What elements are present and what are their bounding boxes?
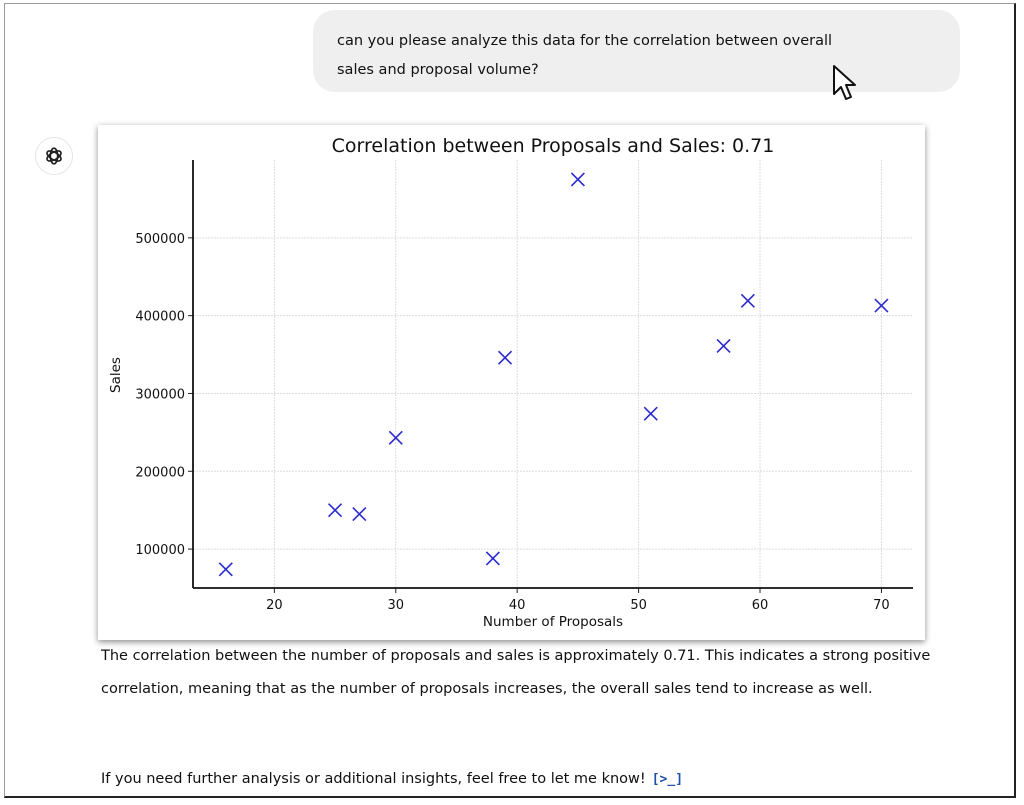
mouse-cursor-icon [833, 65, 856, 100]
data-point-marker [497, 350, 513, 365]
user-message-bubble: can you please analyze this data for the… [313, 10, 960, 92]
view-code-icon[interactable]: [>_] [651, 772, 684, 787]
user-message-line: can you please analyze this data for the… [337, 33, 833, 49]
openai-logo-icon [46, 147, 62, 165]
assistant-paragraph: The correlation between the number of pr… [101, 648, 931, 697]
x-tick-label: 50 [630, 598, 647, 613]
data-point-marker [327, 503, 343, 518]
scatter-chart: Correlation between Proposals and Sales:… [108, 135, 913, 630]
chart-card[interactable]: Correlation between Proposals and Sales:… [98, 125, 925, 640]
data-point-marker [485, 551, 500, 566]
x-axis-label: Number of Proposals [483, 614, 623, 630]
data-point-marker [388, 430, 403, 445]
data-point-marker [716, 338, 731, 354]
data-point-marker [643, 406, 658, 421]
data-point-marker [874, 298, 889, 313]
x-tick-label: 70 [873, 598, 890, 613]
screenshot-frame [4, 3, 1016, 798]
x-tick-label: 30 [387, 598, 404, 613]
y-tick-label: 200000 [135, 465, 185, 480]
y-tick-label: 300000 [135, 387, 185, 402]
data-point-marker [352, 507, 367, 522]
data-point-marker [218, 562, 233, 577]
y-tick-label: 100000 [135, 543, 185, 558]
assistant-avatar [35, 137, 73, 175]
y-tick-label: 500000 [135, 232, 185, 247]
y-axis-label: Sales [108, 357, 124, 393]
x-tick-label: 20 [266, 598, 283, 613]
assistant-paragraph-text: If you need further analysis or addition… [101, 771, 646, 787]
x-tick-label: 40 [509, 598, 526, 613]
chart-title: Correlation between Proposals and Sales:… [332, 135, 775, 157]
assistant-paragraph-followup: If you need further analysis or addition… [101, 763, 981, 796]
user-message-line: sales and proposal volume? [337, 62, 539, 78]
y-tick-label: 400000 [135, 310, 185, 325]
data-point-marker [570, 172, 585, 187]
x-tick-label: 60 [752, 598, 769, 613]
data-point-marker [740, 293, 755, 308]
